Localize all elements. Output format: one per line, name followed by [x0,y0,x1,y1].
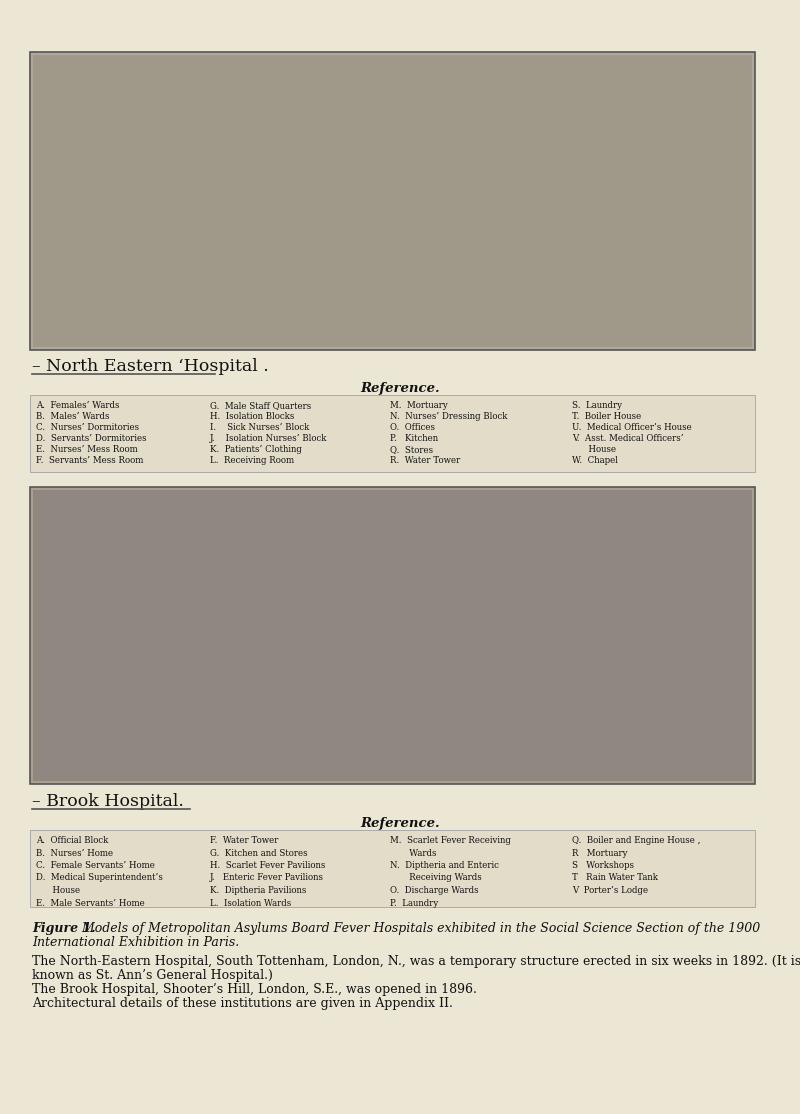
Text: J.   Enteric Fever Pavilions: J. Enteric Fever Pavilions [210,873,324,882]
Text: T.  Boiler House: T. Boiler House [572,412,642,421]
Text: E.  Male Servants’ Home: E. Male Servants’ Home [36,899,145,908]
Text: L.  Isolation Wards: L. Isolation Wards [210,899,291,908]
Text: known as St. Ann’s General Hospital.): known as St. Ann’s General Hospital.) [32,969,273,983]
Text: – North Eastern ‘Hospital .: – North Eastern ‘Hospital . [32,358,269,375]
Text: P.   Kitchen: P. Kitchen [390,434,438,443]
Text: L.  Receiving Room: L. Receiving Room [210,456,294,465]
Text: S   Workshops: S Workshops [572,861,634,870]
Text: T   Rain Water Tank: T Rain Water Tank [572,873,658,882]
Text: G.  Kitchen and Stores: G. Kitchen and Stores [210,849,308,858]
Text: B.  Males’ Wards: B. Males’ Wards [36,412,110,421]
Text: House: House [36,886,80,895]
Bar [30,395,755,472]
Text: D.  Medical Superintendent’s: D. Medical Superintendent’s [36,873,163,882]
Text: V.  Asst. Medical Officers’: V. Asst. Medical Officers’ [572,434,684,443]
Text: R   Mortuary: R Mortuary [572,849,627,858]
Text: Architectural details of these institutions are given in Appendix II.: Architectural details of these instituti… [32,997,453,1010]
Text: O.  Discharge Wards: O. Discharge Wards [390,886,478,895]
Text: E.  Nurses’ Mess Room: E. Nurses’ Mess Room [36,444,138,455]
Text: V  Porter’s Lodge: V Porter’s Lodge [572,886,648,895]
Bar [33,490,752,781]
Text: M.  Mortuary: M. Mortuary [390,401,448,410]
Text: Figure 1.: Figure 1. [32,922,96,935]
Text: House: House [572,444,616,455]
Bar [30,487,755,784]
Text: D.  Servants’ Dormitories: D. Servants’ Dormitories [36,434,146,443]
Text: H.  Isolation Blocks: H. Isolation Blocks [210,412,294,421]
Text: I.    Sick Nurses’ Block: I. Sick Nurses’ Block [210,423,310,432]
Text: Models of Metropolitan Asylums Board Fever Hospitals exhibited in the Social Sci: Models of Metropolitan Asylums Board Fev… [78,922,760,935]
Text: S.  Laundry: S. Laundry [572,401,622,410]
Text: W.  Chapel: W. Chapel [572,456,618,465]
Bar [33,55,752,346]
Text: J.    Isolation Nurses’ Block: J. Isolation Nurses’ Block [210,434,327,443]
Text: International Exhibition in Paris.: International Exhibition in Paris. [32,936,239,949]
Text: Reference.: Reference. [360,382,440,395]
Text: K.  Diptheria Pavilions: K. Diptheria Pavilions [210,886,306,895]
Text: C.  Nurses’ Dormitories: C. Nurses’ Dormitories [36,423,139,432]
Text: R.  Water Tower: R. Water Tower [390,456,460,465]
Text: O.  Offices: O. Offices [390,423,435,432]
Text: The North-Eastern Hospital, South Tottenham, London, N., was a temporary structu: The North-Eastern Hospital, South Totten… [32,955,800,968]
Text: B.  Nurses’ Home: B. Nurses’ Home [36,849,113,858]
Text: N.  Nurses’ Dressing Block: N. Nurses’ Dressing Block [390,412,507,421]
Text: Reference.: Reference. [360,817,440,830]
Text: M.  Scarlet Fever Receiving: M. Scarlet Fever Receiving [390,836,511,846]
Text: The Brook Hospital, Shooter’s Hill, London, S.E., was opened in 1896.: The Brook Hospital, Shooter’s Hill, Lond… [32,983,477,996]
Bar [30,830,755,907]
Text: A.  Official Block: A. Official Block [36,836,108,846]
Text: Receiving Wards: Receiving Wards [390,873,482,882]
Text: F.  Water Tower: F. Water Tower [210,836,278,846]
Text: A.  Females’ Wards: A. Females’ Wards [36,401,119,410]
Text: – Brook Hospital.: – Brook Hospital. [32,793,184,810]
Text: U.  Medical Officer’s House: U. Medical Officer’s House [572,423,692,432]
Text: K.  Patients’ Clothing: K. Patients’ Clothing [210,444,302,455]
Text: G.  Male Staff Quarters: G. Male Staff Quarters [210,401,311,410]
Text: N.  Diptheria and Enteric: N. Diptheria and Enteric [390,861,499,870]
Text: Q.  Boiler and Engine House ,: Q. Boiler and Engine House , [572,836,701,846]
Text: P.  Laundry: P. Laundry [390,899,438,908]
Text: Wards: Wards [390,849,437,858]
Text: C.  Female Servants’ Home: C. Female Servants’ Home [36,861,155,870]
Text: Q.  Stores: Q. Stores [390,444,433,455]
Text: F.  Servants’ Mess Room: F. Servants’ Mess Room [36,456,143,465]
Text: H.  Scarlet Fever Pavilions: H. Scarlet Fever Pavilions [210,861,326,870]
Bar [30,52,755,350]
